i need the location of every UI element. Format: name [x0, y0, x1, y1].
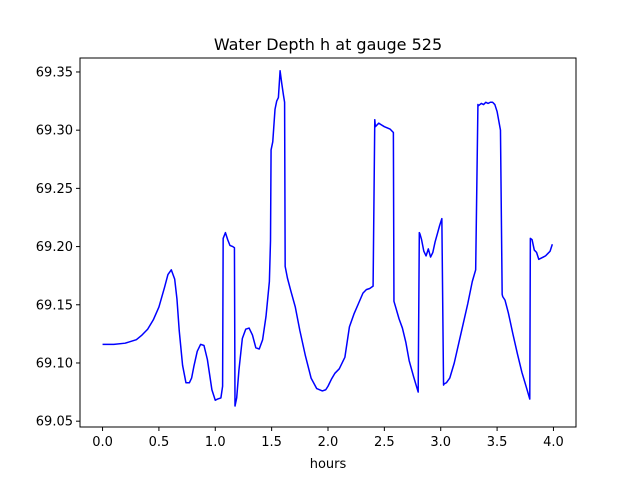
y-tick-label: 69.05 — [36, 415, 73, 430]
chart-title: Water Depth h at gauge 525 — [214, 35, 442, 54]
x-tick-label: 0.5 — [149, 435, 170, 450]
y-tick-label: 69.25 — [36, 182, 73, 197]
x-tick-label: 2.5 — [374, 435, 395, 450]
y-tick-label: 69.35 — [36, 65, 73, 80]
x-tick-label: 3.0 — [430, 435, 451, 450]
y-tick-label: 69.15 — [36, 298, 73, 313]
y-tick-label: 69.20 — [36, 240, 73, 255]
x-tick-label: 0.0 — [92, 435, 113, 450]
plot-area — [80, 58, 576, 427]
plot-frame — [79, 57, 577, 428]
x-tick-label: 3.5 — [487, 435, 508, 450]
series-layer — [102, 70, 554, 407]
x-axis-ticks: 0.0 0.5 1.0 1.5 2.0 2.5 3.0 3.5 4.0 — [92, 427, 564, 450]
x-tick-label: 4.0 — [543, 435, 564, 450]
y-tick-label: 69.10 — [36, 356, 73, 371]
series-line-0 — [102, 70, 554, 407]
x-tick-label: 1.5 — [261, 435, 282, 450]
y-axis-ticks: 69.05 69.10 69.15 69.20 69.25 69.30 69.35 — [36, 65, 80, 430]
x-tick-label: 2.0 — [318, 435, 339, 450]
x-tick-label: 1.0 — [205, 435, 226, 450]
y-tick-label: 69.30 — [36, 124, 73, 139]
x-axis-label: hours — [310, 457, 347, 472]
